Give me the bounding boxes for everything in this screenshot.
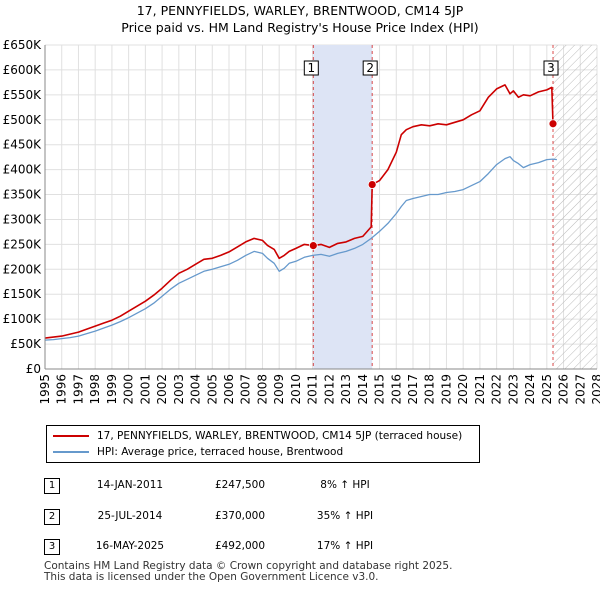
y-tick-label: £300K [3,212,43,226]
x-tick-label: 2009 [272,374,286,405]
y-tick-label: £50K [10,337,42,351]
axes: £0 £50K £100K £150K £200K £250K £300K £350K £400… [3,38,600,405]
x-tick-label: 1995 [38,374,52,405]
legend-swatch-property [53,435,89,437]
transaction-price: £492,000 [214,540,266,552]
x-tick-label: 1998 [88,374,102,405]
transaction-row: 1 14-JAN-2011 £247,500 8% ↑ HPI [0,476,600,496]
x-tick-label: 2007 [239,374,253,405]
y-tick-label: £350K [3,188,43,202]
title-line-2: Price paid vs. HM Land Registry's House … [121,20,479,35]
transaction-hpi: 35% ↑ HPI [316,510,374,522]
transaction-box-label: 1 [307,61,315,75]
title-line-1: 17, PENNYFIELDS, WARLEY, BRENTWOOD, CM14… [136,3,464,18]
x-tick-label: 2004 [189,374,203,405]
y-tick-label: £500K [3,113,43,127]
shaded-period [313,45,373,369]
x-tick-label: 2006 [222,374,236,405]
footer-attribution: Contains HM Land Registry data © Crown c… [44,561,452,583]
transaction-box-label: 2 [366,61,374,75]
x-tick-label: 2015 [373,374,387,405]
x-tick-label: 2024 [523,374,537,405]
hpi-line [44,156,557,341]
y-tick-label: £450K [3,138,43,152]
transaction-row: 3 16-MAY-2025 £492,000 17% ↑ HPI [0,537,600,557]
x-tick-label: 2019 [439,374,453,405]
x-tick-label: 2012 [322,374,336,405]
legend: 17, PENNYFIELDS, WARLEY, BRENTWOOD, CM14… [46,425,480,463]
x-tick-label: 2002 [155,374,169,405]
footer-line-1: Contains HM Land Registry data © Crown c… [44,560,453,572]
transaction-date: 14-JAN-2011 [96,479,164,491]
y-tick-label: £550K [3,88,43,102]
footer-line-2: This data is licensed under the Open Gov… [44,571,379,583]
transaction-hpi: 8% ↑ HPI [320,479,370,491]
x-tick-label: 1996 [55,374,69,405]
shaded-bands [312,45,597,369]
transaction-badge: 1 [44,478,60,494]
transaction-date: 25-JUL-2014 [97,510,163,522]
x-tick-label: 2008 [255,374,269,405]
x-tick-label: 2013 [339,374,353,405]
x-tick-label: 2014 [356,374,370,405]
transaction-box [303,60,319,76]
y-tick-label: £600K [3,63,43,77]
x-tick-label: 1997 [71,374,85,405]
x-tick-label: 2017 [406,374,420,405]
x-tick-label: 2010 [289,374,303,405]
price-chart: 1 2 3 £0 £50K £100K £150K £200K £250K £300K £350K… [3,38,600,405]
x-tick-label: 2020 [456,374,470,405]
future-hatch-area [553,45,597,369]
y-tick-label: £0 [26,362,41,376]
transaction-badge: 2 [44,509,60,525]
legend-label-property: 17, PENNYFIELDS, WARLEY, BRENTWOOD, CM14… [97,430,463,442]
x-tick-label: 1999 [105,374,119,405]
x-tick-label: 2025 [540,374,554,405]
transaction-point [367,180,377,189]
x-tick-label: 2018 [423,374,437,405]
transaction-box [543,60,559,76]
y-tick-label: £200K [3,262,43,276]
x-tick-label: 2000 [122,374,136,405]
transaction-price: £247,500 [214,479,266,491]
x-tick-label: 2011 [306,374,320,405]
y-tick-label: £150K [3,287,43,301]
transaction-hpi: 17% ↑ HPI [316,540,374,552]
y-tick-label: £650K [3,38,43,52]
x-tick-label: 2021 [473,374,487,405]
transaction-box-label: 3 [547,61,555,75]
x-tick-label: 2016 [389,374,403,405]
legend-swatch-hpi [53,451,89,453]
x-tick-label: 2026 [557,374,571,405]
transaction-markers: 1 2 3 [303,60,559,251]
transaction-date: 16-MAY-2025 [95,540,165,552]
y-tick-label: £100K [3,312,43,326]
y-tick-label: £250K [3,237,43,251]
transaction-row: 2 25-JUL-2014 £370,000 35% ↑ HPI [0,507,600,527]
transaction-point [308,241,318,251]
x-tick-label: 2027 [573,374,587,405]
transaction-price: £370,000 [214,510,266,522]
x-tick-label: 2028 [590,374,600,405]
transaction-point [548,119,558,129]
x-tick-label: 2001 [138,374,152,405]
transaction-badge: 3 [44,539,60,555]
transaction-box [362,60,378,76]
x-tick-label: 2022 [490,374,504,405]
x-tick-label: 2023 [506,374,520,405]
y-tick-label: £400K [3,163,43,177]
chart-title: 17, PENNYFIELDS, WARLEY, BRENTWOOD, CM14… [0,2,600,36]
legend-label-hpi: HPI: Average price, terraced house, Bren… [97,446,344,458]
x-tick-label: 2005 [205,374,219,405]
x-tick-label: 2003 [172,374,186,405]
